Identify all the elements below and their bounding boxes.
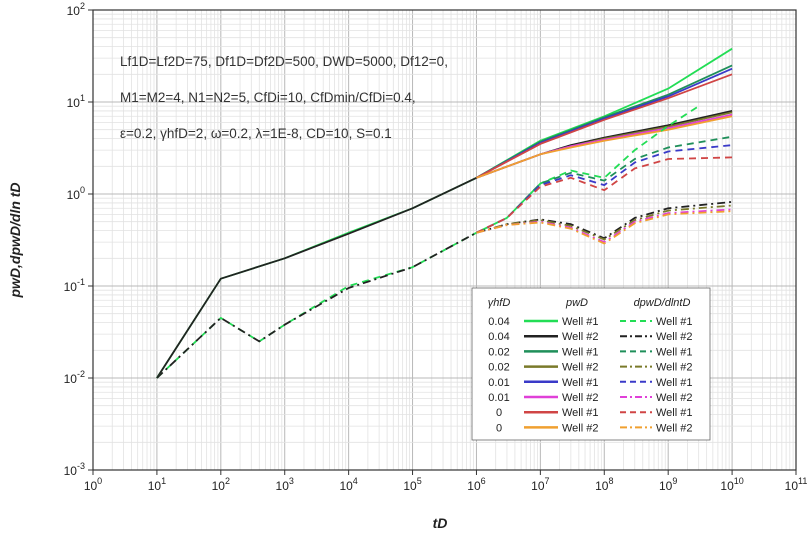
legend-well-label: Well #1 — [562, 377, 598, 389]
legend-well-label: Well #2 — [562, 392, 598, 404]
y-tick-label: 101 — [67, 93, 85, 110]
series-line-11: 0.02 Well #2 dpwD/dlntD — [476, 204, 733, 241]
legend-gamma: 0 — [496, 422, 502, 434]
series-line-14: 0 Well #1 dpwD/dlntD — [476, 156, 733, 234]
legend: γhfD pwD dpwD/dlntD 0.04 Well #1 Well #1 0.04 W… — [471, 287, 711, 441]
legend-gamma: 0.04 — [488, 331, 509, 343]
legend-gamma: 0.01 — [488, 392, 509, 404]
annotation-line: M1=M2=4, N1=N2=5, CfDi=10, CfDmin/CfDi=0… — [120, 90, 416, 105]
x-tick-label: 100 — [84, 476, 102, 493]
series-line-6: 0 Well #1 pwD — [476, 73, 733, 179]
legend-well-label: Well #2 — [656, 362, 692, 374]
series-line-8: 0.04 Well #1 dpwD/dlntD — [156, 105, 700, 379]
legend-header: γhfD — [488, 297, 511, 309]
legend-well-label: Well #2 — [656, 331, 692, 343]
x-tick-label: 107 — [531, 476, 549, 493]
y-axis-title: pwD,dpwD/dln tD — [7, 182, 23, 298]
x-tick-label: 104 — [339, 476, 357, 493]
legend-well-label: Well #1 — [562, 407, 598, 419]
legend-well-label: Well #1 — [656, 377, 692, 389]
legend-well-label: Well #1 — [562, 346, 598, 358]
y-tick-label: 100 — [67, 185, 85, 202]
legend-gamma: 0.04 — [488, 316, 509, 328]
annotation-line: ε=0.2, γhfD=2, ω=0.2, λ=1E-8, CD=10, S=0… — [120, 126, 392, 141]
x-tick-label: 108 — [595, 476, 613, 493]
legend-well-label: Well #1 — [656, 316, 692, 328]
grid-lines — [92, 10, 796, 471]
x-tick-label: 1010 — [720, 476, 743, 493]
legend-header: dpwD/dlntD — [634, 297, 691, 309]
y-tick-label: 102 — [67, 1, 85, 18]
legend-gamma: 0 — [496, 407, 502, 419]
annotation-line: Lf1D=Lf2D=75, Df1D=Df2D=500, DWD=5000, D… — [120, 54, 448, 69]
legend-box — [471, 287, 711, 441]
series-line-7: 0 Well #2 pwD — [476, 115, 733, 179]
legend-well-label: Well #2 — [656, 392, 692, 404]
series-line-15: 0 Well #2 dpwD/dlntD — [476, 210, 733, 245]
legend-well-label: Well #2 — [562, 331, 598, 343]
series-layer: 0.04 Well #1 pwD0.04 Well #2 pwD0.02 Wel… — [156, 47, 733, 379]
x-tick-label: 109 — [659, 476, 677, 493]
legend-gamma: 0.02 — [488, 346, 509, 358]
legend-gamma: 0.02 — [488, 362, 509, 374]
x-tick-label: 102 — [212, 476, 230, 493]
x-tick-label: 105 — [403, 476, 421, 493]
y-tick-label: 10-3 — [64, 461, 85, 478]
legend-well-label: Well #2 — [656, 422, 692, 434]
legend-header: pwD — [565, 297, 588, 309]
legend-well-label: Well #1 — [656, 346, 692, 358]
x-tick-label: 106 — [467, 476, 485, 493]
legend-well-label: Well #2 — [562, 422, 598, 434]
legend-well-label: Well #1 — [656, 407, 692, 419]
x-axis-title: tD — [433, 515, 448, 531]
y-tick-label: 10-2 — [64, 369, 85, 386]
y-tick-label: 10-1 — [64, 277, 85, 294]
plot-frame — [92, 9, 797, 471]
x-tick-label: 1011 — [785, 476, 808, 493]
x-tick-label: 103 — [276, 476, 294, 493]
legend-well-label: Well #2 — [562, 362, 598, 374]
parameter-annotation: Lf1D=Lf2D=75, Df1D=Df2D=500, DWD=5000, D… — [120, 54, 448, 141]
legend-well-label: Well #1 — [562, 316, 598, 328]
axis-ticks: 100 101 102 103 104 105 106 107 108 109 1010 101110… — [64, 1, 808, 493]
legend-gamma: 0.01 — [488, 377, 509, 389]
x-tick-label: 101 — [148, 476, 166, 493]
